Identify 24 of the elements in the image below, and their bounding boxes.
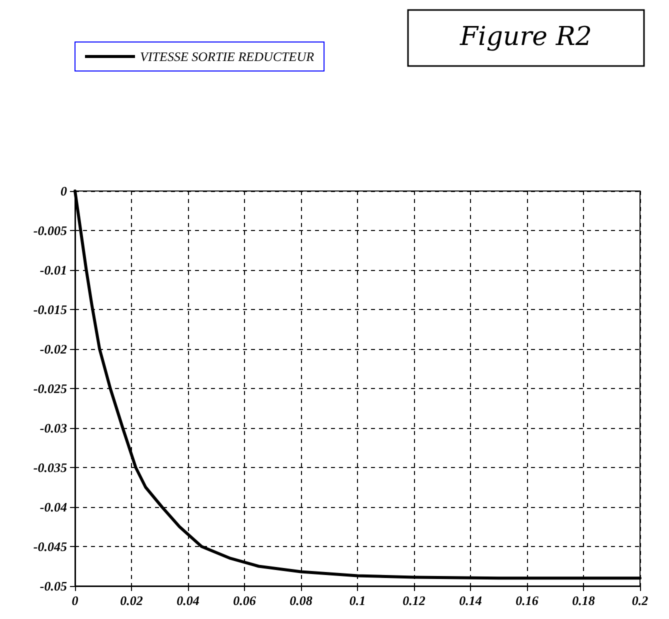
- x-tick-label: 0: [72, 593, 79, 608]
- x-tick-label: 0.14: [459, 593, 482, 608]
- y-tick-label: -0.005: [33, 223, 68, 238]
- x-tick-label: 0.2: [632, 593, 649, 608]
- x-tick-label: 0.06: [233, 593, 256, 608]
- y-tick-label: 0: [60, 184, 68, 198]
- y-tick-label: -0.03: [40, 420, 68, 436]
- y-tick-label: -0.04: [40, 500, 68, 514]
- legend-label: VITESSE SORTIE REDUCTEUR: [140, 49, 314, 64]
- chart-title: Figure R2: [459, 22, 592, 52]
- x-tick-label: 0.08: [290, 593, 313, 608]
- x-tick-label: 0.04: [176, 593, 200, 608]
- x-tick-label: 0.16: [516, 593, 539, 608]
- y-tick-label: -0.045: [33, 539, 68, 554]
- y-tick-label: -0.035: [33, 460, 68, 475]
- y-tick-label: -0.015: [33, 302, 68, 317]
- x-tick-label: 0.02: [120, 593, 144, 608]
- x-tick-label: 0.18: [572, 593, 596, 608]
- x-tick-label: 0.1: [349, 593, 366, 608]
- y-tick-label: -0.02: [40, 342, 68, 356]
- y-tick-label: -0.05: [40, 578, 68, 594]
- y-tick-label: -0.025: [33, 381, 68, 396]
- x-tick-label: 0.12: [402, 593, 426, 608]
- y-tick-label: -0.01: [40, 262, 67, 278]
